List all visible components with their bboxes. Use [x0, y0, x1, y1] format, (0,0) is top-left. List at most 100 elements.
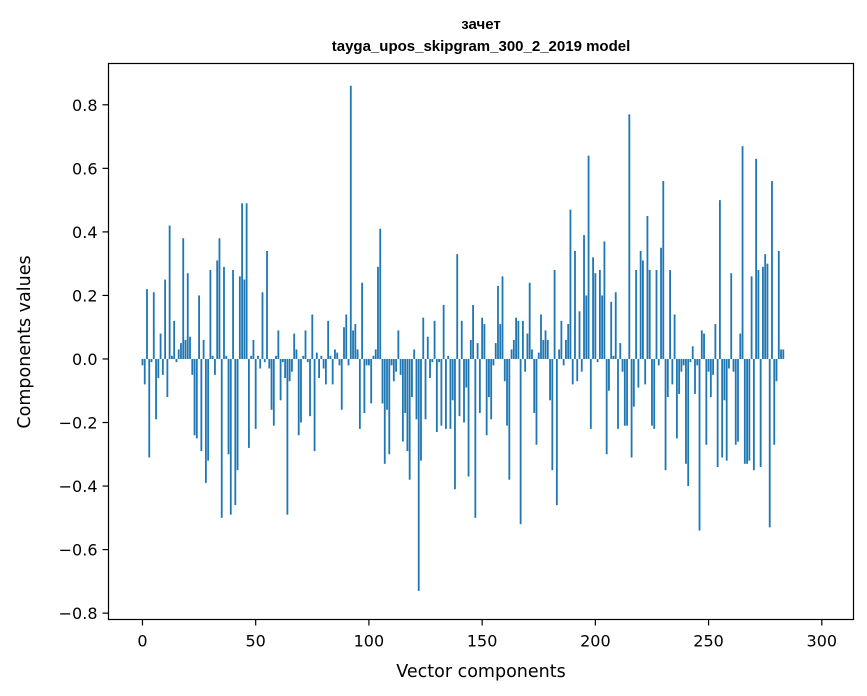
bar-24 [195, 358, 198, 439]
bar-248 [703, 333, 705, 359]
bar-2 [146, 289, 148, 359]
bar-15 [175, 358, 178, 363]
bar-189 [569, 209, 572, 359]
bar-170 [526, 333, 529, 359]
bar-39 [229, 358, 232, 515]
bar-269 [750, 276, 753, 359]
bar-208 [612, 355, 615, 359]
bar-279 [773, 358, 776, 445]
bar-175 [537, 352, 540, 359]
bar-267 [746, 358, 748, 464]
bar-79 [320, 355, 323, 359]
bar-95 [356, 349, 359, 359]
bar-161 [506, 358, 508, 426]
bar-271 [755, 158, 758, 359]
bar-107 [383, 358, 386, 464]
bar-145 [469, 339, 472, 359]
bar-133 [442, 304, 445, 359]
bar-35 [220, 358, 223, 518]
bar-125 [424, 358, 427, 420]
bar-274 [762, 266, 764, 359]
y-tick-label: −0.6 [59, 541, 98, 560]
bar-212 [621, 358, 624, 372]
bar-163 [510, 349, 513, 359]
bar-254 [716, 358, 719, 467]
bar-272 [757, 270, 760, 359]
bar-249 [705, 358, 708, 445]
bar-214 [626, 358, 628, 426]
bar-237 [678, 358, 681, 394]
bar-225 [651, 358, 653, 426]
bar-184 [558, 349, 561, 359]
bar-137 [451, 358, 454, 401]
y-tick-label: 0.8 [72, 96, 97, 115]
bar-200 [594, 273, 597, 359]
bar-202 [598, 270, 601, 359]
bar-165 [515, 317, 517, 359]
bar-85 [334, 349, 336, 359]
bar-1 [143, 358, 146, 385]
bar-221 [642, 260, 644, 359]
bar-255 [718, 200, 721, 359]
bar-3 [148, 358, 151, 458]
bar-83 [329, 355, 332, 359]
bar-126 [426, 336, 429, 359]
bar-92 [349, 85, 352, 359]
bar-190 [571, 358, 574, 385]
bar-142 [463, 358, 465, 423]
bar-6 [155, 358, 157, 420]
bar-173 [533, 358, 536, 413]
bar-7 [157, 358, 160, 379]
bar-37 [225, 355, 228, 359]
bar-42 [236, 358, 239, 471]
bar-103 [374, 349, 377, 359]
bar-147 [474, 358, 477, 518]
bar-31 [211, 355, 214, 359]
x-tick-label: 150 [467, 632, 498, 651]
bar-266 [743, 358, 746, 464]
bar-166 [517, 320, 520, 359]
bar-203 [601, 295, 604, 359]
bar-140 [458, 358, 461, 417]
bar-167 [519, 358, 522, 525]
bar-110 [390, 358, 393, 366]
bar-25 [198, 295, 200, 359]
bar-205 [605, 358, 608, 455]
bar-130 [435, 358, 438, 433]
bar-19 [184, 339, 187, 359]
y-axis-label: Components values [15, 255, 35, 428]
bar-111 [392, 358, 395, 382]
plot-frame [107, 62, 855, 621]
bar-182 [553, 270, 556, 359]
bar-124 [422, 317, 425, 359]
bar-93 [352, 330, 354, 359]
bar-70 [300, 358, 302, 423]
bar-199 [592, 257, 594, 359]
y-tick-label: 0.4 [72, 223, 97, 242]
bar-258 [725, 358, 728, 461]
bar-105 [379, 228, 382, 359]
bar-183 [555, 358, 558, 506]
bar-34 [218, 238, 221, 359]
bar-49 [252, 339, 255, 359]
bar-253 [714, 324, 717, 359]
bar-231 [664, 358, 667, 471]
x-axis-label: Vector components [396, 662, 565, 682]
x-tick-label: 300 [807, 632, 838, 651]
bar-239 [682, 358, 685, 366]
bar-280 [775, 358, 778, 382]
bar-281 [777, 250, 780, 359]
bar-246 [698, 358, 701, 531]
bar-257 [723, 358, 726, 401]
bar-117 [406, 358, 409, 452]
bar-101 [370, 358, 373, 404]
chart-subtitle: tayga_upos_skipgram_300_2_2019 model [332, 38, 631, 55]
bar-121 [415, 358, 418, 420]
bar-122 [417, 358, 420, 591]
bar-204 [603, 241, 606, 359]
bar-186 [562, 358, 565, 366]
bar-56 [268, 358, 271, 369]
bar-197 [587, 155, 590, 359]
bar-20 [186, 273, 189, 359]
chart-title: зачет [461, 16, 500, 33]
